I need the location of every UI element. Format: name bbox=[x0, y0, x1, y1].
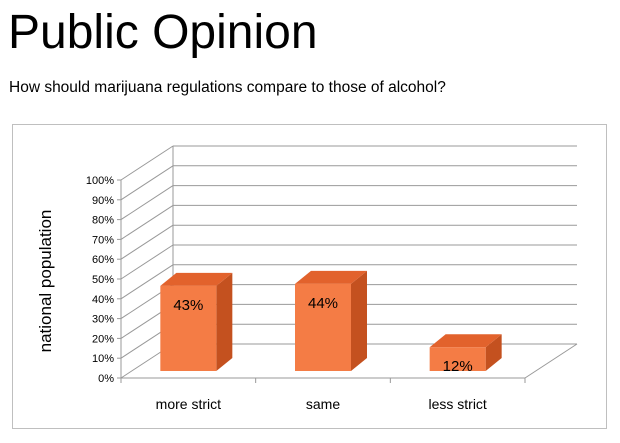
grid-layer bbox=[117, 145, 578, 383]
bar-front bbox=[295, 283, 351, 371]
bar-front bbox=[160, 285, 217, 371]
chart-frame: 0% 10% 20% 30% 40% 50% 60% 70% 80% 90% 100% 43% 44%… bbox=[12, 124, 607, 429]
gridline-depth bbox=[120, 165, 174, 201]
bar-value-label: 12% bbox=[443, 358, 473, 375]
slide-title: Public Opinion bbox=[8, 6, 318, 59]
y-tick-label: 20% bbox=[92, 333, 114, 345]
bar-value-label: 44% bbox=[308, 295, 338, 312]
y-tick-label: 10% bbox=[92, 353, 114, 365]
y-tick-label: 0% bbox=[98, 373, 114, 385]
slide-subtitle: How should marijuana regulations compare… bbox=[9, 79, 446, 96]
bars: 43% 44% 12% bbox=[160, 270, 502, 375]
bar: 43% bbox=[160, 272, 233, 371]
floor-edge bbox=[524, 343, 578, 379]
bar-side bbox=[216, 272, 233, 371]
y-tick-label: 90% bbox=[92, 195, 114, 207]
bar-chart: 0% 10% 20% 30% 40% 50% 60% 70% 80% 90% 100% 43% 44%… bbox=[36, 145, 578, 412]
gridline-depth bbox=[120, 204, 174, 240]
category-labels: more strict same less strict bbox=[156, 396, 487, 412]
y-tick-label: 50% bbox=[92, 274, 114, 286]
bar-top bbox=[295, 270, 367, 284]
y-tick-label: 100% bbox=[86, 175, 114, 187]
bar: 12% bbox=[429, 334, 502, 375]
bar: 44% bbox=[295, 270, 367, 371]
y-tick-label: 60% bbox=[92, 254, 114, 266]
gridline-depth bbox=[120, 224, 174, 260]
bar-value-label: 43% bbox=[173, 297, 203, 314]
y-tick-label: 30% bbox=[92, 314, 114, 326]
bar-top bbox=[160, 272, 233, 286]
bar-front bbox=[429, 347, 486, 371]
gridline-depth bbox=[120, 145, 174, 181]
y-tick-label: 70% bbox=[92, 234, 114, 246]
bar-side bbox=[351, 270, 367, 371]
y-tick-label: 40% bbox=[92, 294, 114, 306]
category-label: more strict bbox=[156, 396, 221, 412]
category-label: same bbox=[306, 396, 340, 412]
y-axis-label: national population bbox=[36, 210, 55, 353]
gridline-depth bbox=[120, 264, 174, 300]
bar-side bbox=[485, 334, 502, 371]
bar-top bbox=[429, 334, 502, 348]
gridline-depth bbox=[120, 185, 174, 221]
gridline-depth bbox=[120, 244, 174, 280]
y-tick-labels: 0% 10% 20% 30% 40% 50% 60% 70% 80% 90% 100% bbox=[86, 175, 114, 385]
y-tick-label: 80% bbox=[92, 215, 114, 227]
category-label: less strict bbox=[428, 396, 486, 412]
